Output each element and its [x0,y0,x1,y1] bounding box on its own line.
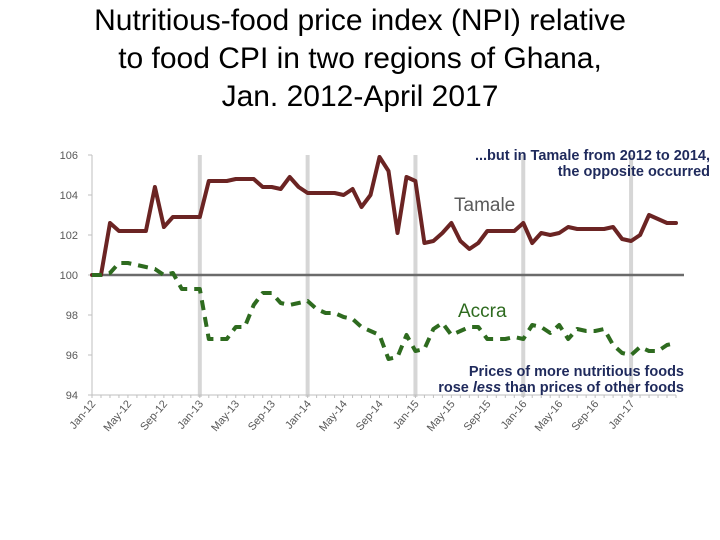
series-labels: Tamale Accra [454,195,515,322]
accra-annotation-line-1: Prices of more nutritious foods [468,364,684,380]
y-tick-label: 94 [66,390,78,402]
x-tick-label: Sep-16 [569,398,601,433]
accra-annotation-line-2: rose less than prices of other foods [438,380,684,396]
y-tick-label: 98 [66,310,78,322]
x-tick-label: Sep-15 [462,398,494,433]
x-tick-label: Jan-17 [607,398,638,431]
accra-annotation: Prices of more nutritious foods rose les… [438,364,684,396]
x-tick-label: Sep-13 [246,398,278,433]
tamale-annotation-line-2: the opposite occurred [557,164,710,180]
y-tick-label: 102 [60,230,78,242]
x-tick-label: May-15 [425,398,458,434]
y-tick-label: 100 [60,270,78,282]
x-tick-label: Sep-14 [354,398,386,433]
tamale-series-line [90,155,678,277]
x-tick-label: May-13 [209,398,242,434]
tamale-annotation: ...but in Tamale from 2012 to 2014, the … [475,148,710,180]
accra-series-label: Accra [458,301,507,322]
title-line-1: Nutritious-food price index (NPI) relati… [94,4,626,37]
y-tick-label: 106 [60,150,78,162]
tamale-annotation-line-1: ...but in Tamale from 2012 to 2014, [474,148,710,164]
y-tick-label: 104 [60,190,78,202]
accra-annotation-emphasis: less [472,380,502,396]
y-tick-label: 96 [66,350,78,362]
tamale-series-label: Tamale [454,195,515,216]
accra-annotation-pre: rose [438,380,473,396]
x-tick-label: Jan-14 [283,398,314,431]
accra-annotation-post: than prices of other foods [501,380,684,396]
x-tick-label: Sep-12 [138,398,170,433]
accra-series-line [92,261,677,361]
x-tick-label: Jan-15 [391,398,422,431]
series-lines [90,155,684,361]
x-tick-label: May-16 [533,398,566,434]
x-tick-label: Jan-16 [499,398,530,431]
title-line-2: to food CPI in two regions of Ghana, [118,42,602,75]
title-line-3: Jan. 2012-April 2017 [221,80,499,113]
x-tick-label: May-12 [101,398,134,434]
x-tick-label: Jan-12 [67,398,98,431]
x-tick-label: May-14 [317,398,350,434]
x-tick-label: Jan-13 [175,398,206,431]
chart-title: Nutritious-food price index (NPI) relati… [0,2,720,116]
